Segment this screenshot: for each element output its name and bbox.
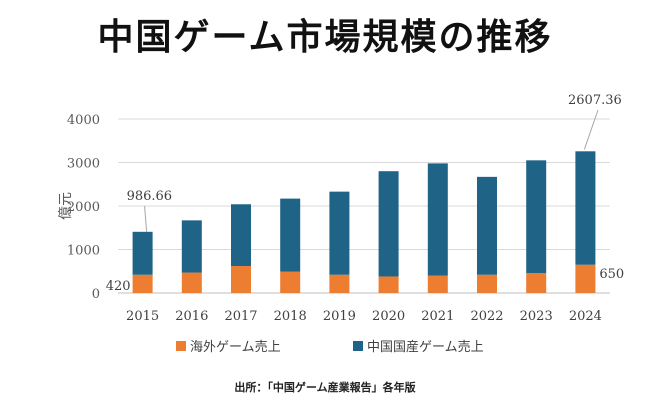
- x-tick-label: 2015: [126, 309, 159, 324]
- x-tick-label: 2018: [274, 309, 307, 324]
- data-label-2015-domestic: 986.66: [127, 189, 173, 204]
- y-axis-label: 億元: [58, 192, 74, 220]
- bar-domestic-2020: [378, 171, 399, 277]
- bar-overseas-2019: [329, 274, 350, 293]
- legend-swatch-overseas: [176, 341, 186, 351]
- data-label-2015-overseas: 420: [106, 279, 131, 294]
- legend-label-overseas: 海外ゲーム売上: [190, 339, 281, 355]
- x-tick-label: 2016: [175, 309, 208, 324]
- x-tick-label: 2022: [470, 309, 503, 324]
- bar-domestic-2023: [526, 160, 547, 273]
- y-tick-label: 0: [92, 287, 100, 302]
- bar-overseas-2020: [378, 276, 399, 293]
- bar-overseas-2018: [280, 271, 301, 293]
- bar-overseas-2015: [132, 274, 153, 293]
- legend-label-domestic: 中国国産ゲーム売上: [367, 339, 484, 355]
- bar-domestic-2018: [280, 198, 301, 272]
- chart-title: 中国ゲーム市場規模の推移: [97, 17, 553, 58]
- bar-domestic-2015: [132, 231, 153, 275]
- data-label-2024-domestic: 2607.36: [568, 93, 622, 108]
- y-tick-label: 3000: [67, 157, 100, 172]
- leader-line: [144, 205, 148, 232]
- bar-domestic-2019: [329, 191, 350, 275]
- x-tick-label: 2021: [421, 309, 454, 324]
- legend-swatch-domestic: [353, 341, 363, 351]
- bar-overseas-2016: [181, 272, 202, 293]
- bar-overseas-2021: [427, 275, 448, 293]
- x-tick-label: 2020: [372, 309, 405, 324]
- x-tick-label: 2019: [323, 309, 356, 324]
- bar-domestic-2016: [181, 220, 202, 273]
- bar-overseas-2022: [477, 274, 497, 293]
- leader-line: [583, 109, 599, 150]
- y-tick-label: 2000: [67, 200, 100, 215]
- x-tick-label: 2023: [520, 309, 553, 324]
- bar-domestic-2024: [575, 151, 596, 265]
- y-tick-label: 4000: [67, 113, 100, 128]
- data-label-2024-overseas: 650: [599, 267, 624, 282]
- bar-overseas-2023: [526, 272, 547, 293]
- x-tick-label: 2024: [569, 309, 602, 324]
- y-tick-label: 1000: [67, 244, 100, 259]
- bar-domestic-2017: [231, 204, 251, 267]
- source-note: 出所：「中国ゲーム産業報告」各年版: [234, 381, 416, 394]
- bar-overseas-2024: [575, 264, 596, 293]
- x-tick-label: 2017: [224, 309, 257, 324]
- bar-overseas-2017: [231, 266, 251, 293]
- bar-domestic-2021: [427, 163, 448, 276]
- bar-domestic-2022: [477, 176, 497, 275]
